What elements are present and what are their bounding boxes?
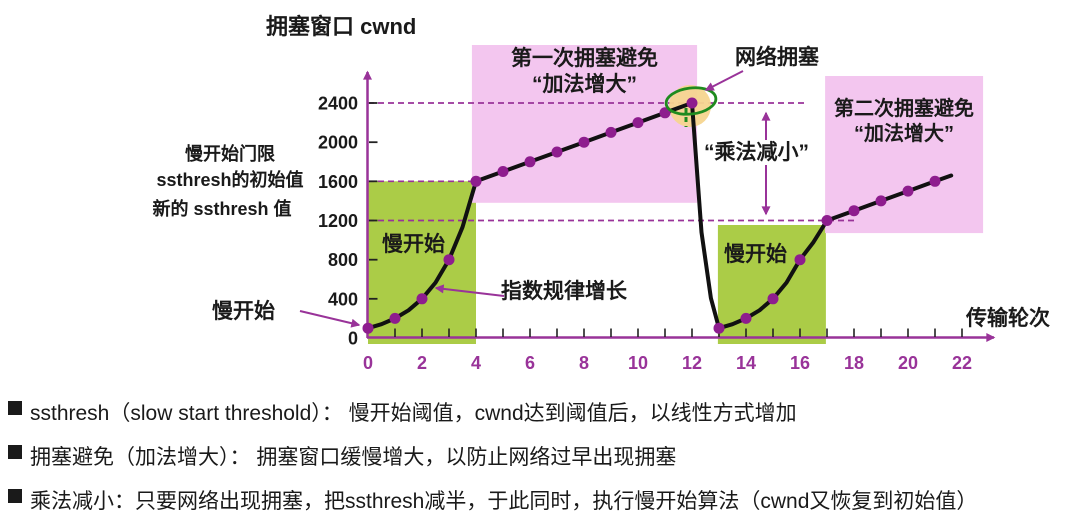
x-tick-label: 20: [898, 353, 918, 373]
congestion-avoidance1-label: 第一次拥塞避免 “加法增大”: [472, 46, 697, 98]
x-tick-label: 2: [417, 353, 427, 373]
x-tick-label: 4: [471, 353, 481, 373]
ssthresh-initial-label: 慢开始门限 ssthresh的初始值: [132, 141, 328, 193]
x-axis-tick-labels: 0 2 4 6 8 10 12 14 16 18 20 22: [363, 353, 972, 373]
data-point: [632, 117, 644, 129]
congestion-avoidance2-label: 第二次拥塞避免 “加法增大”: [823, 97, 985, 147]
x-tick-label: 18: [844, 353, 864, 373]
y-tick-label: 1600: [318, 172, 358, 192]
cwnd-chart-svg: 0 2 4 6 8 10 12 14 16 18 20 22 0 400 800 1200 1600 2000 2…: [299, 45, 996, 373]
x-tick-label: 22: [952, 353, 972, 373]
data-point: [578, 136, 590, 148]
slow-start-region2-label: 慢开始: [724, 243, 787, 266]
exp-growth-arrow: [434, 284, 505, 297]
x-tick-label: 10: [628, 353, 648, 373]
x-tick-label: 12: [682, 353, 702, 373]
data-point: [659, 107, 671, 119]
congestion-avoidance2-sub: “加法增大”: [854, 123, 954, 145]
congestion-avoidance2-title: 第二次拥塞避免: [834, 98, 974, 120]
x-tick-label: 14: [736, 353, 756, 373]
congestion-avoidance1-sub: “加法增大”: [532, 73, 637, 96]
ssthresh-initial-label-line1: 慢开始门限: [185, 144, 275, 164]
bullet-square-icon: [8, 445, 22, 459]
data-point: [389, 312, 401, 324]
threshold-dashed-lines: [368, 102, 858, 222]
x-axis-title: 传输轮次: [966, 307, 1050, 330]
data-point: [605, 126, 617, 138]
data-point: [821, 215, 833, 226]
data-point: [767, 293, 779, 305]
note-text: 拥塞避免（加法增大）： 拥塞窗口缓慢增大，以防止网络过早出现拥塞: [30, 446, 677, 469]
y-tick-label: 2400: [318, 94, 358, 114]
ssthresh-initial-label-line2: ssthresh的初始值: [156, 170, 304, 190]
new-ssthresh-label: 新的 ssthresh 值: [152, 199, 292, 219]
data-point: [497, 166, 509, 177]
region-slow-start-1: [368, 181, 476, 344]
data-point: [416, 293, 428, 305]
network-congestion-label: 网络拥塞: [735, 46, 819, 69]
data-point: [740, 312, 752, 324]
slow-start-region1-label: 慢开始: [382, 233, 445, 256]
note-item: 乘法减小：只要网络出现拥塞，把ssthresh减半，于此同时，执行慢开始算法（c…: [8, 485, 977, 515]
x-tick-label: 8: [579, 353, 589, 373]
cwnd-chart: 0 2 4 6 8 10 12 14 16 18 20 22 0 400 800 1200 1600 2000 2…: [132, 14, 1050, 373]
multiplicative-decrease-label: “乘法减小”: [702, 140, 811, 166]
x-tick-label: 6: [525, 353, 535, 373]
data-point: [362, 322, 374, 334]
data-point: [443, 254, 455, 266]
note-text: ssthresh（slow start threshold）： 慢开始阈值，cw…: [30, 402, 797, 425]
y-tick-label: 400: [328, 289, 358, 309]
cwnd-data-points: [362, 97, 941, 334]
data-point: [902, 185, 914, 197]
network-congestion-arrow: [704, 70, 744, 91]
data-point: [848, 205, 860, 217]
data-point: [470, 175, 482, 187]
note-item: ssthresh（slow start threshold）： 慢开始阈值，cw…: [8, 397, 797, 427]
region-congestion-avoidance-1: [471, 45, 698, 203]
x-axis-ticks: [394, 328, 963, 337]
data-point: [551, 146, 563, 158]
x-tick-label: 16: [790, 353, 810, 373]
bullet-square-icon: [8, 489, 22, 503]
chart-title: 拥塞窗口 cwnd: [266, 14, 417, 39]
data-point: [524, 156, 536, 168]
y-tick-label: 2000: [318, 133, 358, 153]
y-axis-ticks: [369, 102, 378, 300]
note-item: 拥塞避免（加法增大）： 拥塞窗口缓慢增大，以防止网络过早出现拥塞: [8, 441, 676, 471]
y-tick-label: 800: [328, 250, 358, 270]
congestion-circle-icon: [664, 86, 718, 116]
data-point: [686, 97, 698, 109]
note-text: 乘法减小：只要网络出现拥塞，把ssthresh减半，于此同时，执行慢开始算法（c…: [30, 490, 978, 513]
slow-start-pointer-label: 慢开始: [212, 300, 275, 323]
x-tick-label: 0: [363, 353, 373, 373]
data-point: [875, 195, 887, 207]
congestion-avoidance1-title: 第一次拥塞避免: [511, 47, 658, 70]
slow-start-pointer-arrow: [299, 310, 361, 328]
y-tick-label: 0: [348, 329, 358, 349]
data-point: [713, 322, 725, 334]
y-axis-tick-labels: 0 400 800 1200 1600 2000 2400: [318, 94, 358, 349]
data-point: [794, 254, 806, 266]
data-point: [929, 175, 941, 187]
exponential-growth-label: 指数规律增长: [501, 280, 627, 303]
bullet-square-icon: [8, 401, 22, 415]
y-tick-label: 1200: [318, 211, 358, 231]
